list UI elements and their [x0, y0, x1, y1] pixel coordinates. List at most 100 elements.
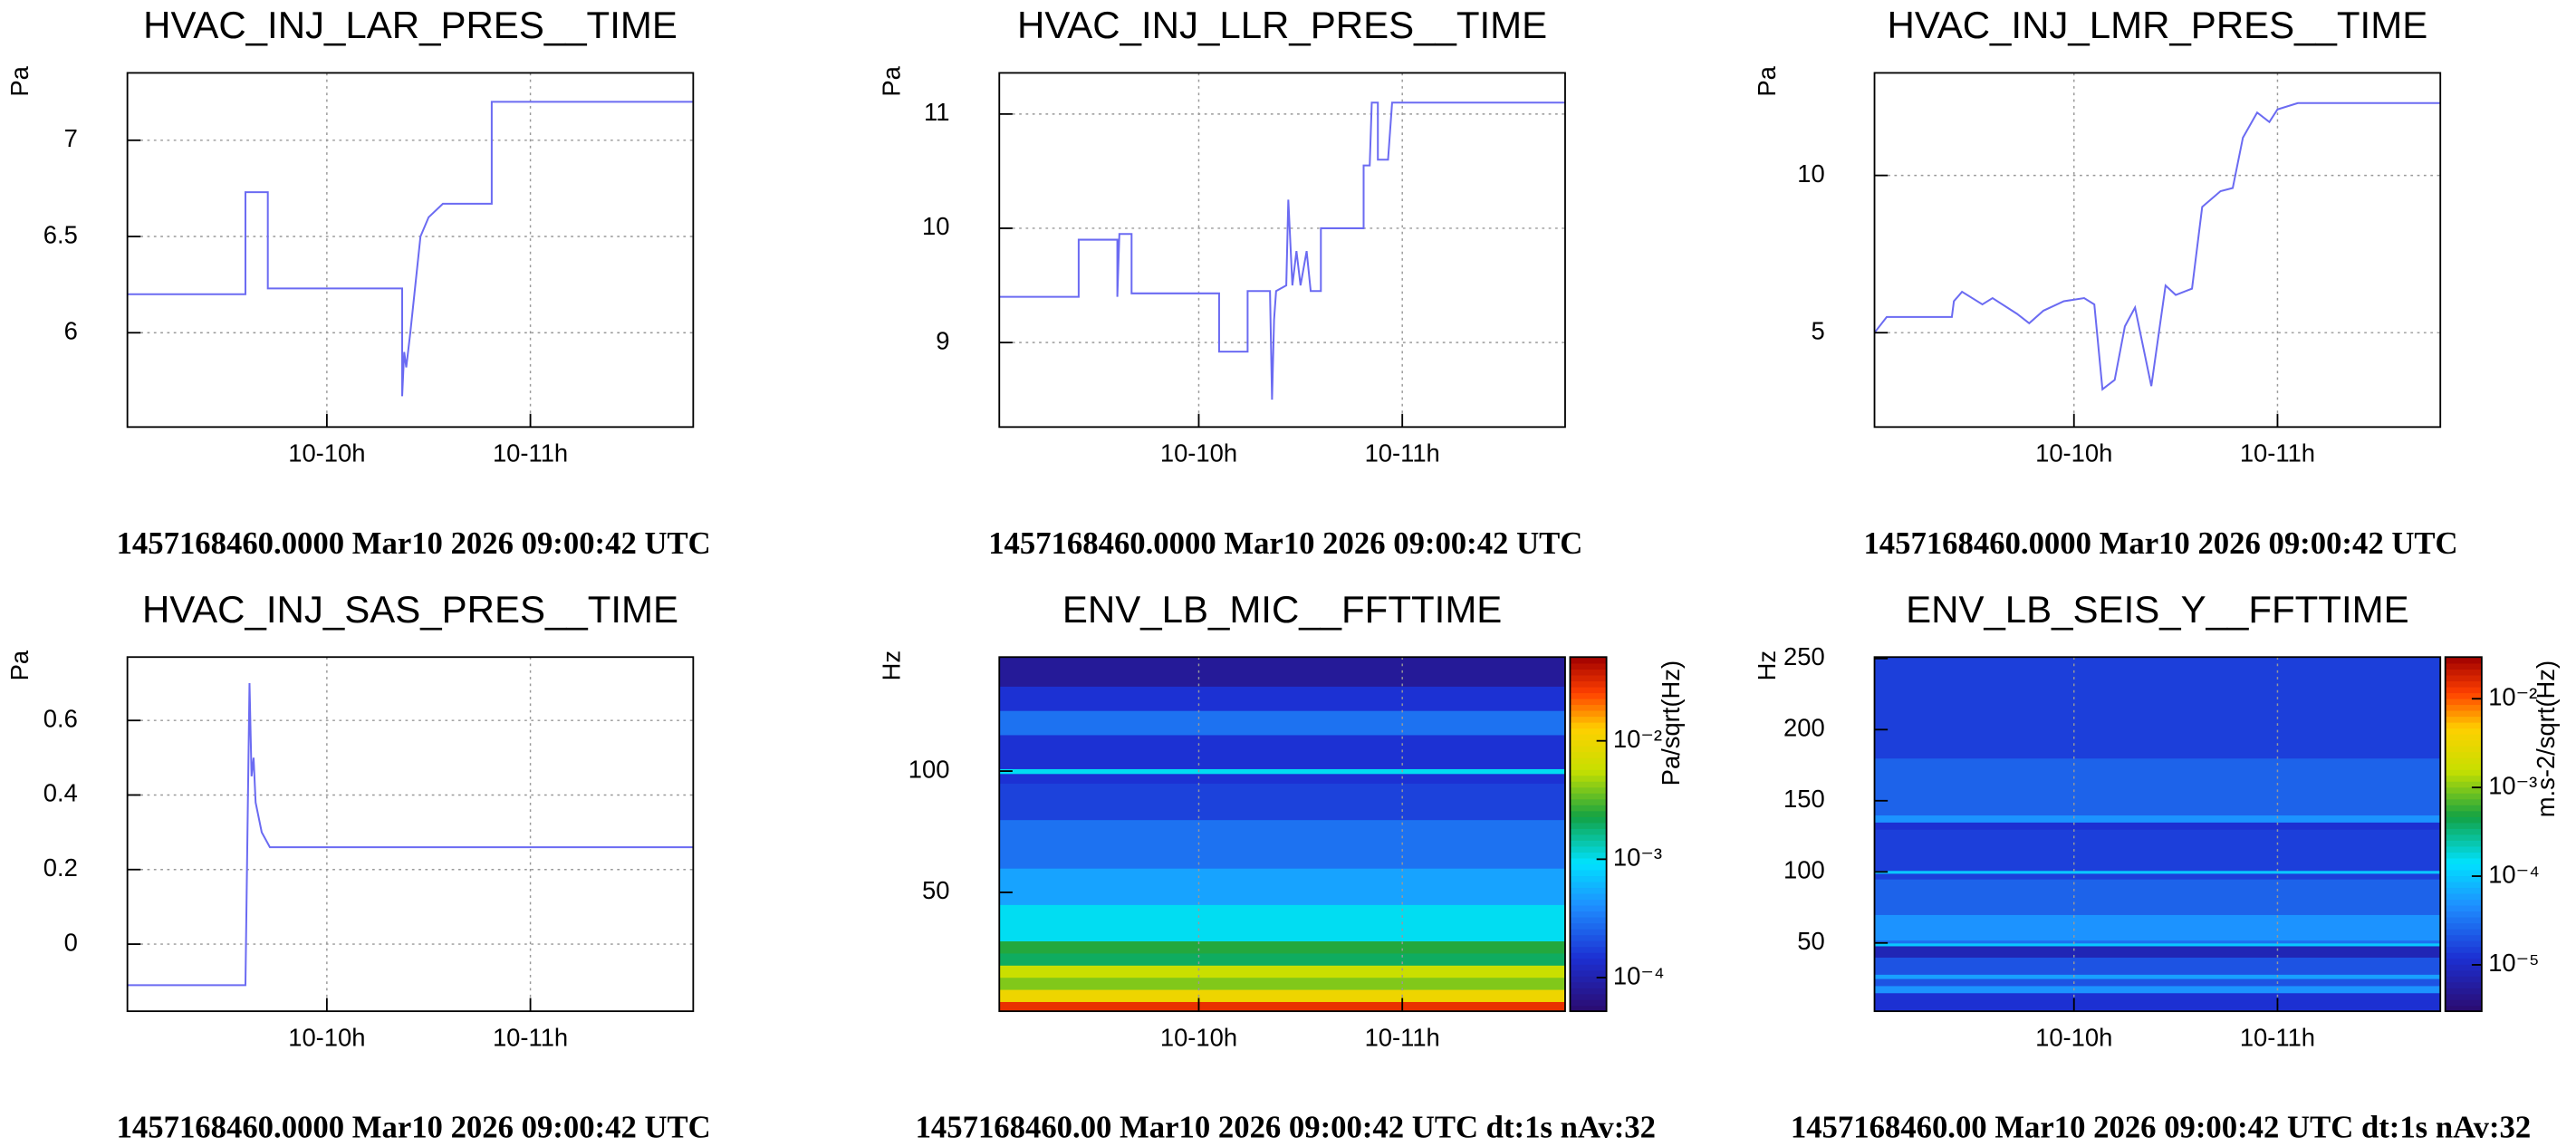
- y-tick-label: 10: [1797, 159, 1824, 188]
- colorbar-step: [1570, 881, 1607, 889]
- colorbar-tick-label: 10⁻²: [2488, 682, 2537, 710]
- colorbar-step: [1570, 739, 1607, 747]
- panel: ENV_LB_SEIS_Y__FFTTIME Hz 1457168460.00 Ma…: [1753, 588, 2560, 1145]
- colorbar-step: [1570, 887, 1607, 894]
- colorbar-step: [2445, 728, 2482, 735]
- colorbar-step: [2445, 739, 2482, 747]
- colorbar-step: [1570, 922, 1607, 930]
- colorbar-step: [2445, 704, 2482, 711]
- spectrum-band: [1874, 974, 2441, 979]
- colorbar-step: [1570, 680, 1607, 688]
- spectrum-band: [1874, 940, 2441, 944]
- colorbar-step: [1570, 669, 1607, 676]
- colorbar-step: [2445, 875, 2482, 882]
- spectrum-band: [1874, 914, 2441, 941]
- panel: HVAC_INJ_SAS_PRES__TIME Pa 1457168460.0000…: [5, 588, 711, 1145]
- x-tick-label: 10-11h: [1365, 1023, 1440, 1051]
- colorbar-step: [1570, 751, 1607, 758]
- colorbar-step: [1570, 798, 1607, 805]
- colorbar-step: [1570, 733, 1607, 741]
- colorbar-step: [2445, 662, 2482, 670]
- spectrum-band: [1874, 942, 2441, 947]
- colorbar-step: [1570, 940, 1607, 948]
- y-tick-label: 50: [1797, 927, 1824, 955]
- colorbar-step: [1570, 857, 1607, 864]
- plot-frame: [998, 656, 1566, 1013]
- colorbar-step: [2445, 698, 2482, 706]
- colorbar-step: [1570, 810, 1607, 817]
- colorbar-step: [1570, 999, 1607, 1007]
- colorbar-step: [1570, 763, 1607, 770]
- colorbar-step: [1570, 674, 1607, 682]
- colorbar-tick-label: 10⁻³: [1613, 843, 1662, 872]
- colorbar-step: [2445, 892, 2482, 901]
- chart-title: HVAC_INJ_LMR_PRES__TIME: [1887, 4, 2427, 46]
- y-tick-label: 6: [64, 316, 78, 344]
- colorbar-step: [1570, 745, 1607, 753]
- colorbar-step: [1570, 828, 1607, 835]
- colorbar-step: [1570, 822, 1607, 829]
- spectrum-band: [1874, 978, 2441, 987]
- colorbar-step: [2445, 1005, 2482, 1012]
- y-tick-label: 5: [1811, 316, 1824, 344]
- x-tick-label: 10-11h: [2240, 1023, 2315, 1051]
- colorbar-step: [2445, 916, 2482, 924]
- x-tick-label: 10-11h: [1365, 439, 1440, 467]
- colorbar-step: [2445, 733, 2482, 741]
- y-axis-label: Hz: [878, 651, 906, 680]
- spectrum-band: [1874, 829, 2441, 872]
- y-tick-label: 6.5: [43, 220, 78, 248]
- colorbar-tick-label: 10⁻³: [2488, 771, 2537, 799]
- colorbar-step: [2445, 769, 2482, 776]
- spectrum-band: [999, 940, 1565, 954]
- colorbar-step: [2445, 940, 2482, 948]
- colorbar-step: [2445, 993, 2482, 1000]
- y-axis-label: Pa: [878, 65, 906, 96]
- y-tick-label: 100: [908, 755, 950, 783]
- y-tick-label: 250: [1783, 642, 1825, 670]
- chart-title: HVAC_INJ_LLR_PRES__TIME: [1017, 4, 1547, 46]
- y-tick-label: 10: [922, 212, 949, 240]
- spectrum-band: [999, 773, 1565, 785]
- x-tick-label: 10-11h: [2240, 439, 2315, 467]
- colorbar-step: [2445, 845, 2482, 853]
- colorbar-step: [2445, 709, 2482, 718]
- spectrum-band: [999, 1001, 1565, 1012]
- y-tick-label: 0.4: [43, 779, 78, 807]
- x-tick-label: 10-11h: [493, 439, 568, 467]
- colorbar-step: [2445, 751, 2482, 758]
- colorbar-step: [1570, 728, 1607, 735]
- colorbar-step: [1570, 793, 1607, 800]
- colorbar-step: [2445, 881, 2482, 889]
- y-tick-label: 200: [1783, 714, 1825, 742]
- colorbar-step: [2445, 793, 2482, 800]
- colorbar-step: [1570, 928, 1607, 936]
- data-line: [1873, 101, 2441, 391]
- colorbar-step: [1570, 834, 1607, 841]
- chart-title: ENV_LB_MIC__FFTTIME: [1062, 588, 1502, 631]
- spectrum-band: [1874, 992, 2441, 1012]
- colorbar-step: [1570, 721, 1607, 729]
- colorbar-step: [1570, 805, 1607, 812]
- colorbar-step: [2445, 857, 2482, 864]
- colorbar-step: [1570, 993, 1607, 1000]
- spectrum-band: [999, 977, 1565, 990]
- y-tick-label: 0: [64, 928, 78, 956]
- colorbar-step: [1570, 958, 1607, 965]
- x-tick-label: 10-10h: [288, 1023, 365, 1051]
- colorbar-step: [1570, 698, 1607, 706]
- spectrum-band: [1874, 814, 2441, 823]
- colorbar-step: [2445, 951, 2482, 959]
- y-tick-label: 50: [922, 876, 949, 904]
- x-tick-label: 10-10h: [2035, 439, 2112, 467]
- chart-title: HVAC_INJ_SAS_PRES__TIME: [142, 588, 678, 631]
- colorbar-step: [2445, 934, 2482, 941]
- spectrum-band: [999, 768, 1565, 775]
- colorbar-step: [2445, 964, 2482, 971]
- colorbar-step: [2445, 686, 2482, 694]
- colorbar-tick-label: 10⁻⁴: [2488, 860, 2540, 888]
- colorbar-frame: [2444, 656, 2483, 1013]
- colorbar-step: [1570, 988, 1607, 995]
- colorbar-step: [2445, 775, 2482, 782]
